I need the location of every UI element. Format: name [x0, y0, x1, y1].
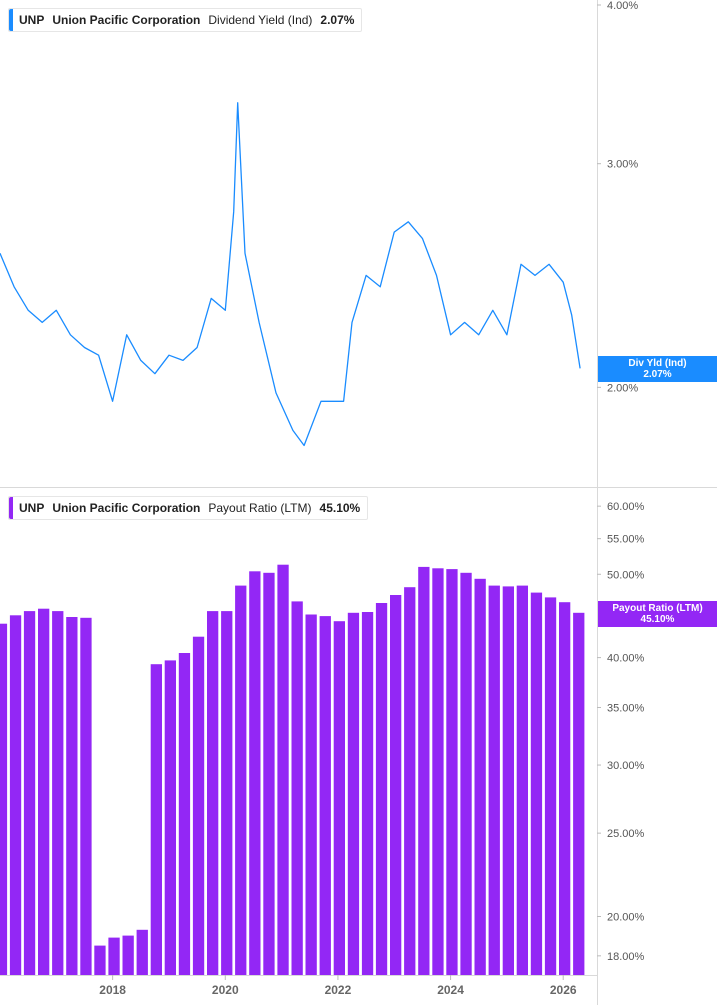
payout-bar — [207, 611, 219, 975]
payout-bar — [23, 611, 36, 975]
payout-y-tick-label: 30.00% — [607, 760, 645, 772]
payout-bar — [38, 608, 50, 975]
payout-bar — [52, 611, 64, 975]
payout-bar — [235, 585, 247, 975]
x-tick-label: 2020 — [212, 983, 239, 997]
payout-legend-value: 45.10% — [319, 501, 361, 515]
payout-bar — [277, 564, 289, 975]
payout-bar — [502, 586, 514, 975]
payout-bar — [9, 615, 22, 975]
payout-bar — [291, 601, 303, 975]
payout-bar — [305, 614, 317, 975]
payout-bar — [390, 595, 402, 975]
payout-legend-company: Union Pacific Corporation — [52, 501, 201, 515]
yield-line-layer — [0, 102, 581, 447]
payout-flag-value: 45.10% — [640, 613, 675, 625]
yield-legend-company: Union Pacific Corporation — [52, 13, 201, 27]
payout-bar — [530, 592, 543, 975]
payout-y-tick-label: 40.00% — [607, 653, 645, 665]
payout-y-tick-label: 25.00% — [607, 828, 645, 840]
payout-y-tick-label: 50.00% — [607, 569, 645, 581]
payout-bar — [108, 937, 120, 975]
payout-bar — [516, 585, 528, 975]
payout-bar — [192, 636, 205, 975]
payout-bar — [164, 660, 176, 975]
payout-bar — [474, 578, 486, 975]
payout-bar — [446, 569, 458, 975]
payout-bar — [404, 587, 416, 975]
payout-bar — [136, 929, 148, 975]
payout-bar — [66, 617, 78, 975]
payout-bar — [150, 664, 162, 975]
x-tick-label: 2024 — [437, 983, 464, 997]
yield-legend-value: 2.07% — [320, 13, 355, 27]
payout-y-tick-label: 35.00% — [607, 702, 645, 714]
payout-bar — [460, 572, 472, 975]
x-tick-label: 2022 — [325, 983, 352, 997]
payout-bar — [559, 602, 571, 975]
yield-y-tick-label: 4.00% — [607, 0, 638, 12]
yield-legend-ticker: UNP — [19, 13, 45, 27]
yield-legend: UNP Union Pacific Corporation Dividend Y… — [8, 8, 363, 32]
payout-bar — [432, 568, 444, 975]
payout-legend: UNP Union Pacific Corporation Payout Rat… — [8, 496, 369, 520]
payout-bar — [573, 612, 585, 975]
payout-y-ticks: 60.00% 55.00% 50.00% 40.00% 35.00% 30.00% 25.0… — [597, 501, 645, 963]
yield-y-tick-label: 3.00% — [607, 159, 638, 171]
payout-bar — [94, 945, 106, 975]
payout-bar — [122, 935, 134, 975]
payout-legend-ticker: UNP — [19, 501, 45, 515]
payout-bar — [418, 566, 430, 975]
payout-bar — [333, 621, 345, 975]
x-ticks: 2018 2020 2022 2024 2026 — [99, 975, 577, 997]
yield-legend-metric: Dividend Yield (Ind) — [208, 13, 313, 27]
payout-legend-metric: Payout Ratio (LTM) — [208, 501, 312, 515]
payout-bar — [361, 612, 374, 975]
payout-y-tick-label: 20.00% — [607, 911, 645, 923]
payout-y-tick-label: 60.00% — [607, 501, 645, 513]
x-tick-label: 2026 — [550, 983, 577, 997]
x-tick-label: 2018 — [99, 983, 126, 997]
payout-y-tick-label: 18.00% — [607, 951, 645, 963]
payout-bar — [544, 597, 557, 975]
payout-current-value-flag: Payout Ratio (LTM) 45.10% — [598, 600, 717, 627]
payout-bar — [249, 571, 261, 975]
yield-flag-label: Div Yld (Ind) — [628, 358, 687, 370]
payout-bar — [347, 612, 360, 975]
payout-flag-label: Payout Ratio (LTM) — [612, 602, 703, 614]
yield-y-tick-label: 2.00% — [607, 382, 638, 394]
payout-bar — [375, 603, 388, 975]
payout-bar — [319, 616, 331, 975]
yield-legend-color — [9, 9, 13, 31]
payout-legend-color — [9, 497, 13, 519]
payout-bar — [488, 585, 500, 975]
payout-bar — [178, 653, 191, 975]
payout-bar — [221, 611, 233, 975]
dividend-yield-line — [0, 102, 581, 447]
payout-bars-layer — [0, 564, 585, 975]
yield-current-value-flag: Div Yld (Ind) 2.07% — [598, 356, 717, 383]
payout-bar — [0, 623, 8, 975]
payout-y-tick-label: 55.00% — [607, 534, 645, 546]
payout-bar — [263, 572, 275, 975]
yield-y-ticks: 4.00% 3.00% 2.00% — [597, 0, 638, 394]
payout-bar — [80, 617, 92, 975]
yield-flag-value: 2.07% — [643, 369, 672, 381]
